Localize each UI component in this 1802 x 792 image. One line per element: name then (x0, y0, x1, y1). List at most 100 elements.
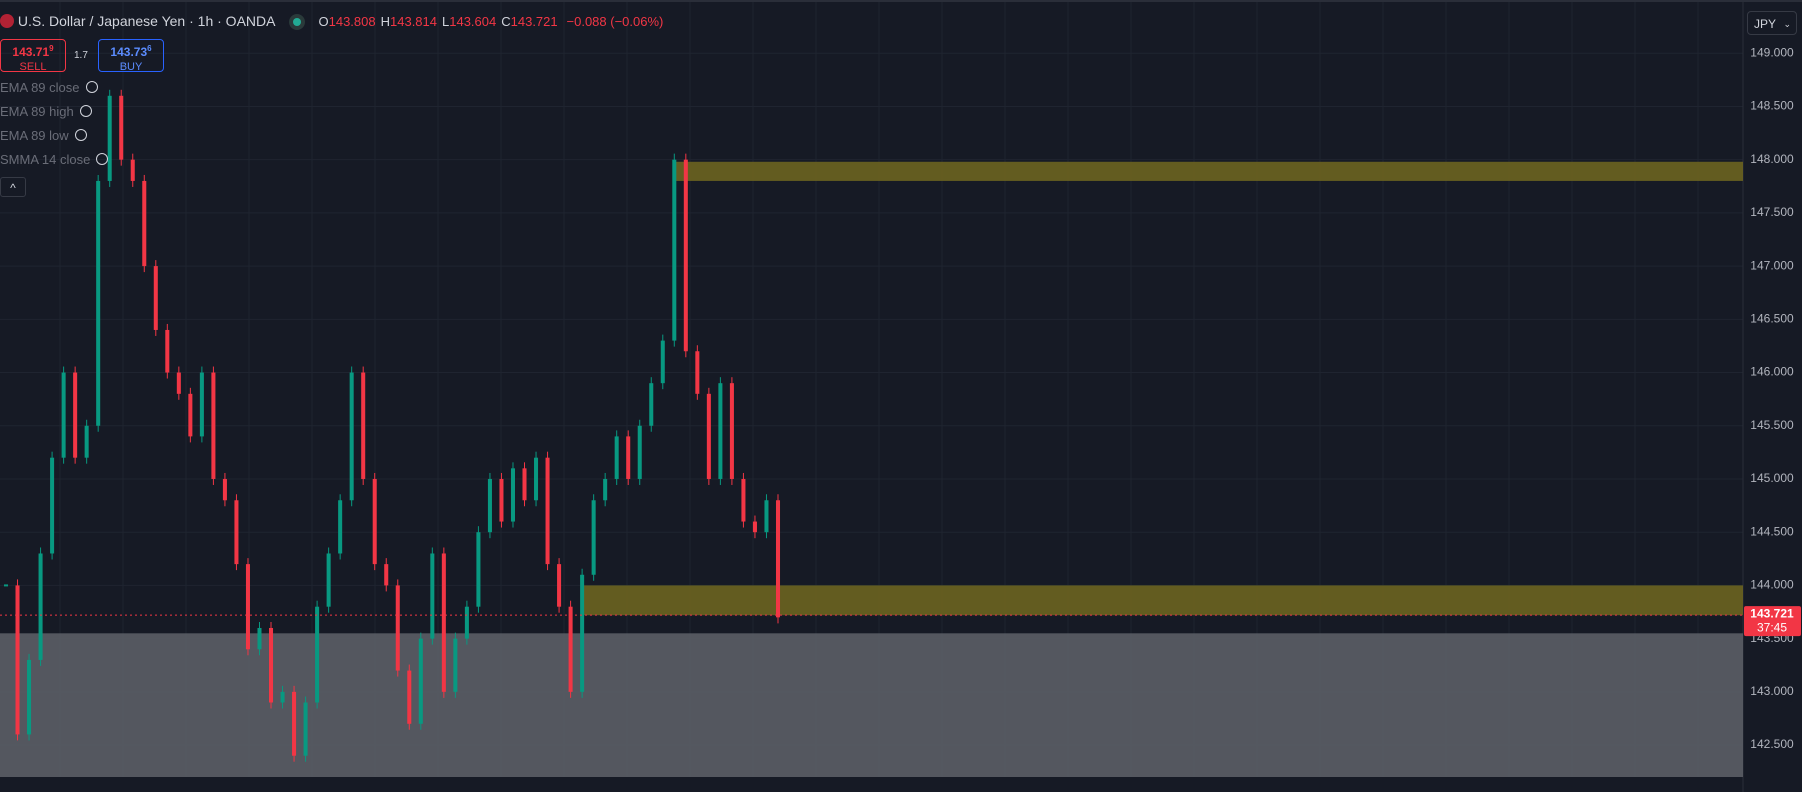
candle (660, 340, 665, 384)
status-dot (292, 18, 301, 26)
y-tick-label: 149.000 (1750, 45, 1794, 59)
indicator: EMA 89 high (0, 104, 92, 119)
candle (27, 659, 32, 735)
candle (591, 500, 596, 575)
candle (303, 702, 308, 756)
candle (38, 553, 43, 660)
y-tick-label: 146.500 (1750, 311, 1794, 325)
indicator-name: EMA 89 close (0, 80, 80, 95)
candle (315, 606, 320, 703)
visibility-icon (96, 153, 109, 165)
sell-button[interactable]: 143.719 SELL (0, 39, 66, 73)
ohlc: O143.808 H143.814 L143.604 C143.721 (318, 14, 562, 29)
candle (418, 638, 423, 724)
indicator-name: EMA 89 high (0, 104, 74, 119)
candle (165, 329, 170, 373)
symbol[interactable]: U.S. Dollar / Japanese Yen · 1h · OANDA (17, 13, 275, 29)
candle (775, 500, 781, 618)
candle (464, 606, 469, 639)
buy-button[interactable]: 143.736 BUY (98, 39, 164, 73)
indicator-name: EMA 89 low (0, 128, 69, 143)
last-price-label: 143.721 (1750, 606, 1794, 620)
y-tick-label: 145.500 (1750, 418, 1794, 432)
y-tick-label: 147.000 (1750, 258, 1794, 272)
candle (395, 585, 400, 671)
candle (153, 266, 158, 330)
indicator-name: SMMA 14 close (0, 152, 91, 167)
candle (188, 393, 193, 437)
ohlc-value: 143.814 (390, 14, 437, 29)
candle (430, 553, 435, 639)
candle (73, 372, 78, 458)
candle (222, 478, 227, 501)
candle (487, 478, 492, 533)
candle (534, 457, 539, 501)
candle (729, 383, 734, 479)
y-tick-label: 144.000 (1750, 578, 1794, 592)
currency-button[interactable]: JPY ⌄ (1747, 11, 1797, 35)
y-tick-label: 142.500 (1750, 737, 1794, 751)
candle (372, 478, 377, 565)
candle (557, 564, 562, 607)
candle (522, 468, 527, 501)
candle (649, 383, 654, 426)
candle (453, 638, 458, 692)
y-tick-label: 148.000 (1750, 152, 1794, 166)
candle (245, 564, 250, 650)
candle (545, 457, 550, 565)
ohlc-key: O (318, 14, 329, 29)
indicator: EMA 89 low (0, 128, 87, 143)
y-tick-label: 147.500 (1750, 205, 1794, 219)
candle (441, 553, 446, 692)
last-price-tag (1744, 606, 1801, 637)
y-tick-label: 143.000 (1750, 684, 1794, 698)
candle (764, 500, 769, 533)
candle (580, 574, 585, 692)
currency: JPY (1754, 17, 1777, 31)
collapse-button[interactable]: ^ (0, 177, 26, 197)
header: U.S. Dollar / Japanese Yen · 1h · OANDA … (0, 13, 663, 29)
ohlc-key: H (380, 14, 390, 29)
candle (176, 372, 181, 394)
y-tick-label: 148.500 (1750, 99, 1794, 113)
spread: 1.7 (74, 50, 88, 61)
ohlc-key: C (501, 14, 511, 29)
buy-label: BUY (119, 61, 143, 73)
sell-price: 143.71 (12, 45, 50, 59)
candle (752, 521, 757, 533)
candle (407, 670, 412, 724)
sell-label: SELL (19, 61, 47, 73)
candle (3, 584, 9, 587)
visibility-icon (79, 105, 92, 117)
candle (268, 627, 274, 703)
ohlc-value: 143.808 (328, 14, 376, 29)
candle (280, 691, 285, 703)
candle (107, 95, 112, 181)
zone (674, 161, 1743, 181)
candle (741, 478, 746, 522)
candle (510, 468, 516, 522)
candle (199, 372, 204, 437)
visibility-icon (74, 129, 87, 141)
candle (614, 436, 619, 479)
change: −0.088 (−0.06%) (566, 14, 664, 29)
sell-pip: 9 (49, 44, 54, 53)
ohlc-key: L (442, 14, 450, 29)
zone (582, 585, 1743, 616)
candle (338, 500, 343, 554)
ohlc-value: 143.721 (510, 14, 558, 29)
candle (568, 606, 573, 692)
candle (361, 372, 366, 479)
ohlc-value: 143.604 (449, 14, 497, 29)
candle (234, 500, 239, 565)
indicator: SMMA 14 close (0, 152, 109, 167)
candle (142, 180, 147, 267)
visibility-icon (85, 81, 98, 93)
y-tick-label: 144.500 (1750, 524, 1794, 538)
candle (695, 351, 700, 394)
candle (257, 627, 262, 650)
candle (349, 372, 354, 501)
candle (96, 180, 101, 426)
candle (626, 436, 631, 479)
